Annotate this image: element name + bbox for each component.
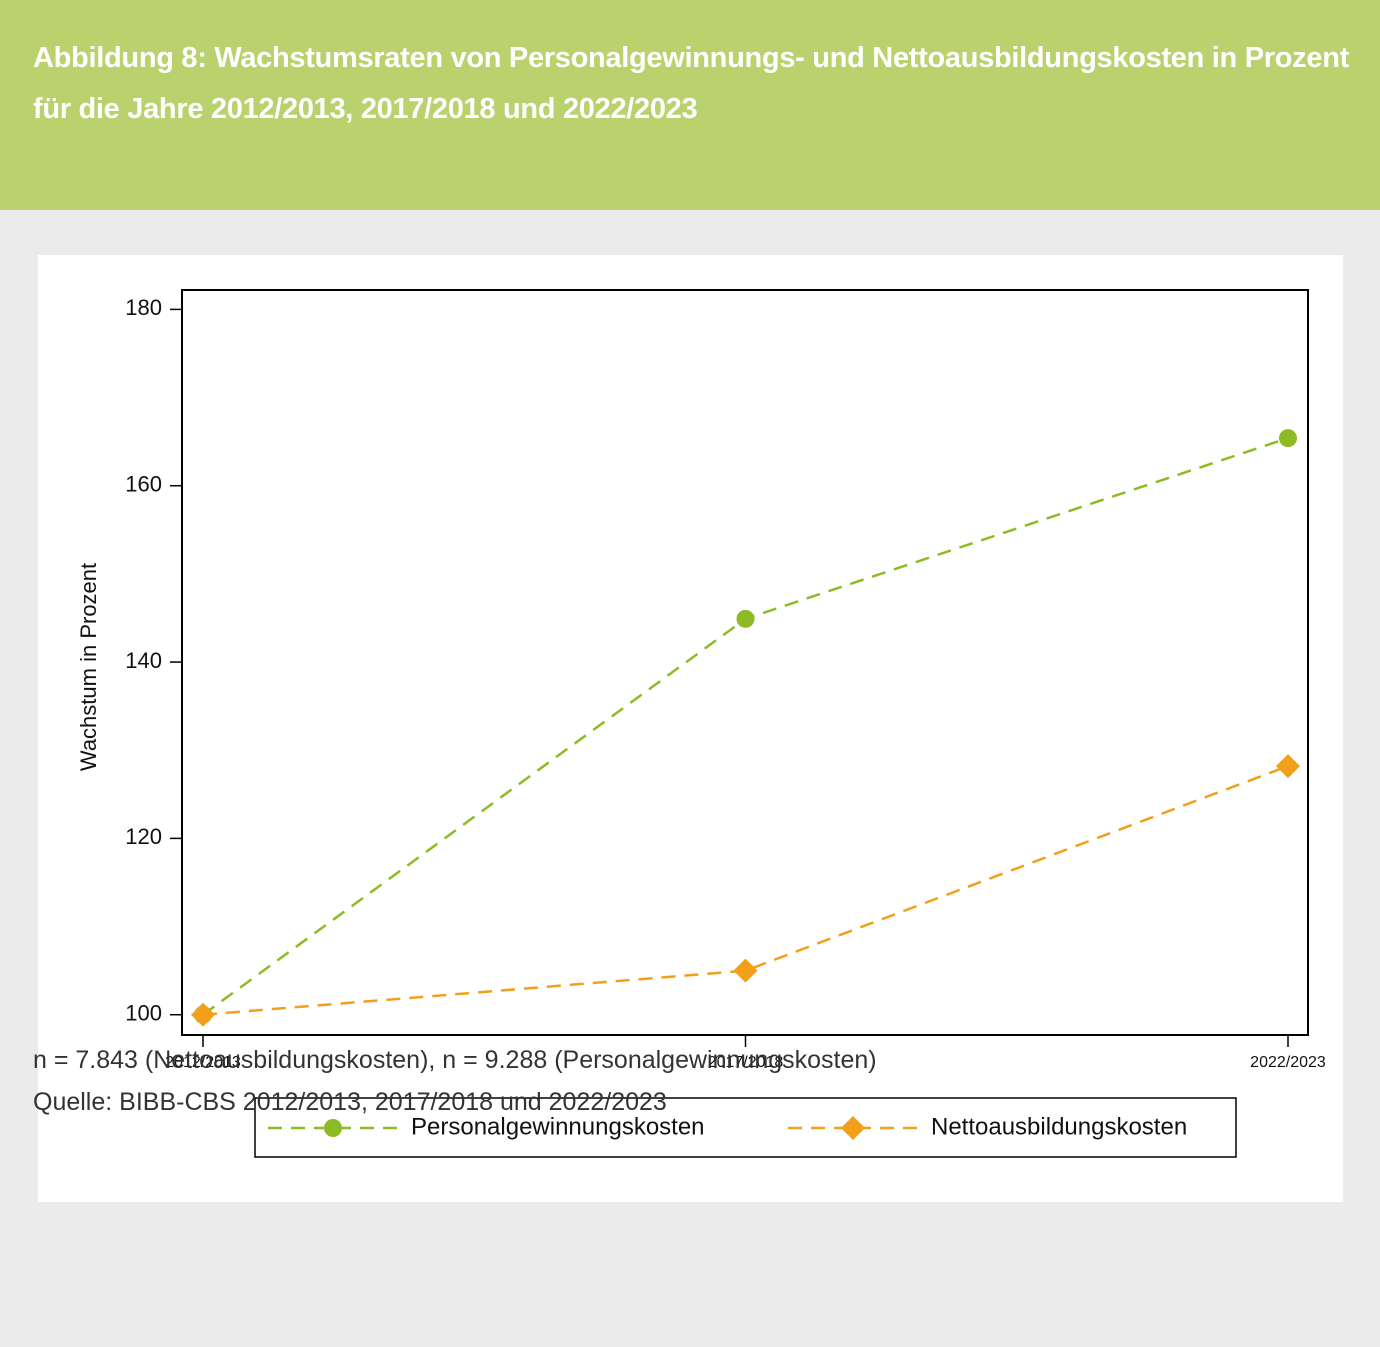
line (202, 436, 1289, 1016)
y-tick-label: 120 (125, 824, 162, 849)
header: Abbildung 8: Wachstumsraten von Personal… (0, 0, 1380, 210)
chart-title: Abbildung 8: Wachstumsraten von Personal… (33, 42, 1349, 125)
point (733, 958, 758, 983)
point (736, 609, 755, 628)
line (202, 764, 1289, 1016)
x-tick-label: 2022/2023 (1250, 1054, 1326, 1071)
x-tick-label: 2017/2018 (708, 1054, 784, 1071)
point (1276, 754, 1300, 779)
legend-marker (324, 1119, 342, 1137)
legend-label: Nettoausbildungskosten (931, 1113, 1187, 1140)
note: n = 7.843 (Nettoausbildungskosten), n = … (33, 1046, 877, 1074)
point (1279, 429, 1297, 448)
chart-panel (38, 255, 1343, 1202)
y-tick-label: 140 (125, 648, 162, 673)
point (191, 1002, 215, 1027)
y-axis-label: Wachstum in Prozent (76, 563, 101, 771)
note: Quelle: BIBB-CBS 2012/2013, 2017/2018 un… (33, 1088, 667, 1116)
legend-box (254, 1097, 1237, 1158)
plot-frame (181, 289, 1309, 1036)
y-tick-label: 100 (125, 1001, 162, 1026)
y-tick-label: 180 (125, 295, 162, 320)
legend-label: Personalgewinnungskosten (411, 1113, 705, 1140)
y-tick-label: 160 (125, 472, 162, 497)
legend-marker (841, 1116, 865, 1140)
x-tick-label: 2012/2013 (165, 1054, 241, 1071)
